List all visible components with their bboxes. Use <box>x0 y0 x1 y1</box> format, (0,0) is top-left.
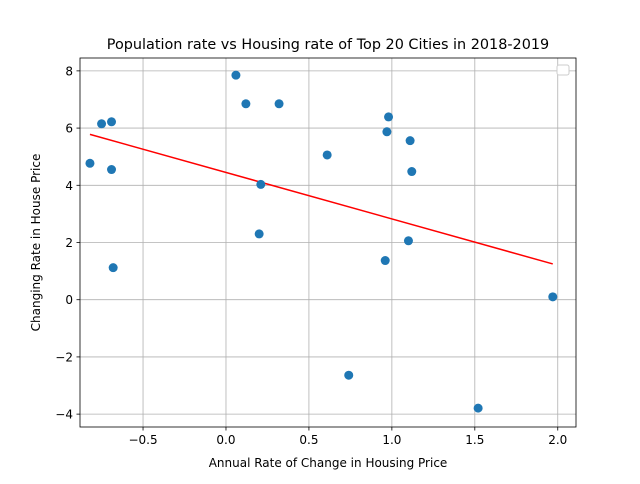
scatter-point <box>254 229 264 239</box>
scatter-point <box>322 150 332 160</box>
trend-line-group <box>89 133 553 265</box>
trend-line <box>89 133 553 265</box>
scatter-point <box>108 263 118 273</box>
y-axis-label: Changing Rate in House Price <box>29 154 43 332</box>
scatter-point <box>473 403 483 413</box>
scatter-point <box>256 179 266 189</box>
y-tick-label: 6 <box>65 122 73 136</box>
scatter-point <box>85 158 95 168</box>
scatter-point <box>97 119 107 129</box>
scatter-point <box>231 70 241 80</box>
scatter-point <box>403 236 413 246</box>
scatter-point <box>405 136 415 146</box>
x-tick-label: −0.5 <box>128 433 157 447</box>
x-axis-ticks: −0.5 0.0 0.5 1.0 1.5 2.0 <box>128 427 567 447</box>
scatter-point <box>380 256 390 266</box>
y-tick-label: 0 <box>65 293 73 307</box>
x-axis-label: Annual Rate of Change in Housing Price <box>209 456 448 470</box>
y-tick-label: 2 <box>65 236 73 250</box>
data-points <box>85 70 558 413</box>
scatter-point <box>384 112 394 122</box>
scatter-point <box>548 292 558 302</box>
y-tick-label: −4 <box>55 408 73 422</box>
y-tick-label: −2 <box>55 350 73 364</box>
scatter-point <box>107 165 117 175</box>
x-tick-label: 0.5 <box>299 433 318 447</box>
scatter-point <box>344 370 354 380</box>
grid-lines <box>80 58 576 427</box>
y-axis-ticks: −4 −2 0 2 4 6 8 <box>55 64 80 422</box>
legend-box <box>556 64 570 76</box>
scatter-point <box>107 117 117 127</box>
scatter-point <box>241 99 251 109</box>
scatter-point <box>382 127 392 137</box>
x-tick-label: 1.0 <box>382 433 401 447</box>
x-tick-label: 0.0 <box>216 433 235 447</box>
y-tick-label: 4 <box>65 179 73 193</box>
x-tick-label: 2.0 <box>548 433 567 447</box>
y-tick-label: 8 <box>65 64 73 78</box>
scatter-point <box>407 167 417 177</box>
x-tick-label: 1.5 <box>465 433 484 447</box>
chart-title: Population rate vs Housing rate of Top 2… <box>107 37 549 53</box>
scatter-point <box>274 99 284 109</box>
